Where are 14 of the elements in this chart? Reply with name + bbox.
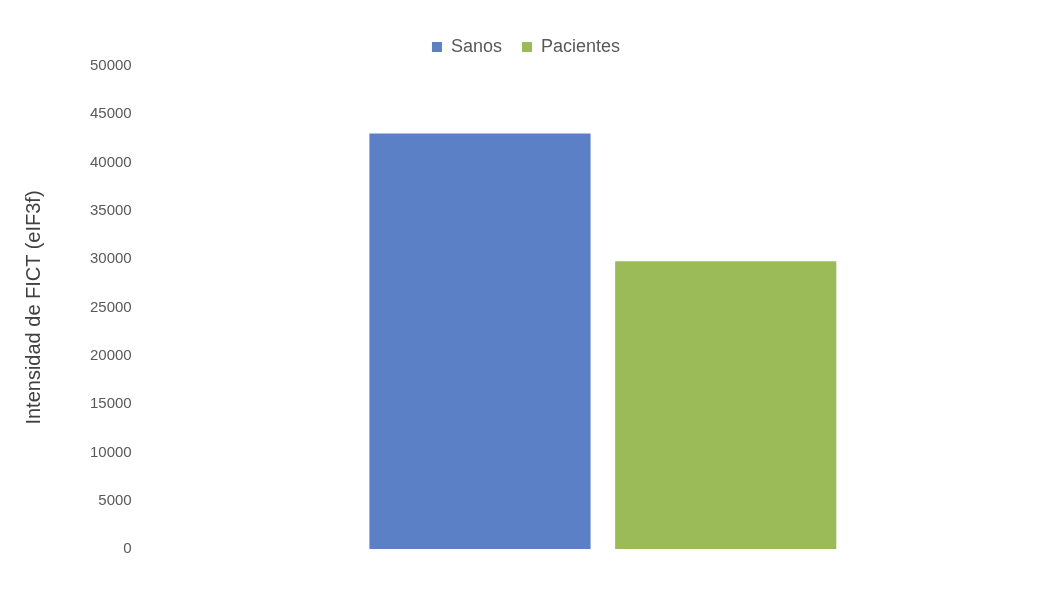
y-axis-title: Intensidad de FICT (eIF3f) bbox=[21, 190, 44, 425]
y-tick-label: 20000 bbox=[89, 345, 132, 363]
y-tick-label: 50000 bbox=[89, 56, 132, 74]
y-tick-label: 40000 bbox=[89, 152, 132, 170]
y-tick-label: 5000 bbox=[98, 490, 132, 508]
y-tick-label: 25000 bbox=[89, 297, 132, 315]
y-tick-label: 45000 bbox=[89, 104, 132, 122]
y-tick-label: 35000 bbox=[89, 201, 132, 219]
y-tick-label: 30000 bbox=[89, 249, 132, 267]
y-tick-label: 10000 bbox=[89, 442, 132, 460]
y-tick-label: 0 bbox=[123, 539, 132, 557]
y-tick-label: 15000 bbox=[89, 394, 132, 412]
legend-label: Pacientes bbox=[540, 35, 621, 56]
legend-label: Sanos bbox=[450, 35, 502, 56]
